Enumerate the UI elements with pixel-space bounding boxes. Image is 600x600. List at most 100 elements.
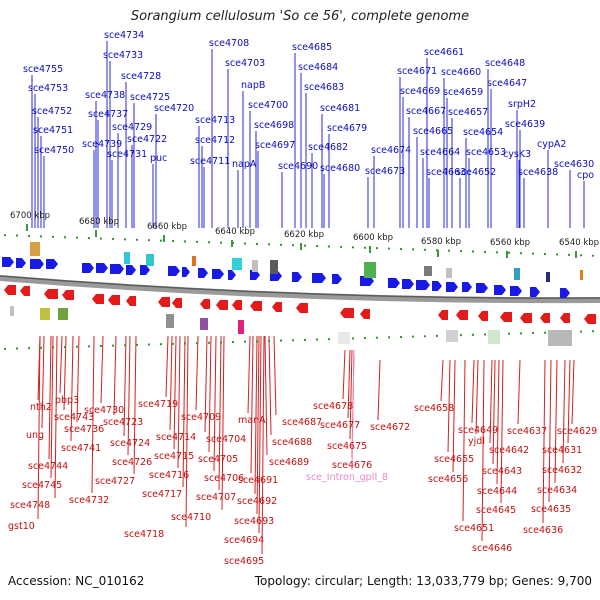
gene-label-bottom[interactable]: sce4637	[507, 426, 547, 437]
gene-label-bottom[interactable]: sce4678	[313, 401, 353, 412]
gene-label-bottom[interactable]: sce4704	[206, 434, 246, 445]
gene-label-top[interactable]: sce4739	[82, 139, 122, 150]
gene-label-bottom[interactable]: sce4649	[458, 425, 498, 436]
forward-gene-arrow[interactable]	[212, 269, 224, 279]
forward-gene-arrow[interactable]	[388, 278, 400, 288]
gene-label-top[interactable]: sce4734	[104, 30, 144, 41]
reverse-gene-arrow[interactable]	[126, 296, 136, 306]
gene-label-top[interactable]: srpH2	[508, 99, 536, 110]
gene-label-top[interactable]: sce4660	[441, 67, 481, 78]
gene-label-top[interactable]: sce4663	[426, 167, 466, 178]
reverse-gene-arrow[interactable]	[250, 301, 262, 311]
gene-label-bottom[interactable]: sce4709	[181, 412, 221, 423]
gene-label-top[interactable]: sce4664	[420, 147, 460, 158]
gene-label-bottom[interactable]: sce4744	[28, 461, 68, 472]
gene-label-top[interactable]: sce4725	[130, 92, 170, 103]
forward-gene-arrow[interactable]	[360, 276, 374, 286]
gene-label-bottom[interactable]: sce4705	[198, 454, 238, 465]
gene-label-top[interactable]: sce4731	[107, 149, 147, 160]
gene-label-bottom[interactable]: sce4745	[22, 480, 62, 491]
forward-gene-arrow[interactable]	[140, 265, 150, 275]
gene-label-bottom[interactable]: sce4646	[472, 543, 512, 554]
forward-gene-arrow[interactable]	[402, 279, 414, 289]
reverse-gene-arrow[interactable]	[232, 300, 242, 310]
gene-label-bottom[interactable]: sce4658	[414, 403, 454, 414]
feature-block[interactable]	[270, 260, 278, 274]
feature-block[interactable]	[146, 254, 154, 266]
forward-gene-arrow[interactable]	[228, 270, 236, 280]
gene-label-bottom[interactable]: sce4691	[238, 475, 278, 486]
gene-label-top[interactable]: sce4733	[103, 50, 143, 61]
reverse-gene-arrow[interactable]	[200, 299, 210, 309]
gene-label-top[interactable]: sce4654	[463, 127, 503, 138]
gene-label-top[interactable]: sce4690	[278, 161, 318, 172]
reverse-gene-arrow[interactable]	[520, 313, 532, 323]
gene-label-top[interactable]: sce4750	[34, 145, 74, 156]
gene-label-bottom[interactable]: nth2	[30, 402, 52, 413]
gene-label-top[interactable]: sce4755	[23, 64, 63, 75]
feature-block[interactable]	[30, 242, 40, 256]
gene-label-bottom[interactable]: sce4672	[370, 422, 410, 433]
gene-label-bottom[interactable]: sce4723	[103, 417, 143, 428]
feature-block[interactable]	[10, 306, 14, 316]
gene-label-bottom[interactable]: sce4656	[428, 474, 468, 485]
feature-block[interactable]	[58, 308, 68, 320]
gene-label-top[interactable]: sce4737	[88, 109, 128, 120]
forward-gene-arrow[interactable]	[530, 287, 540, 297]
gene-label-top[interactable]: sce4728	[121, 71, 161, 82]
gene-label-bottom[interactable]: sce4629	[557, 426, 597, 437]
gene-label-top[interactable]: sce4667	[406, 106, 446, 117]
gene-label-bottom[interactable]: sce4677	[320, 420, 360, 431]
gene-label-bottom[interactable]: sce4634	[537, 485, 577, 496]
gene-label-top[interactable]: sce4648	[485, 58, 525, 69]
reverse-gene-arrow[interactable]	[92, 294, 104, 304]
feature-block[interactable]	[548, 330, 572, 346]
gene-label-top[interactable]: sce4683	[304, 82, 344, 93]
feature-block[interactable]	[446, 330, 458, 342]
gene-label-bottom[interactable]: sce4716	[149, 470, 189, 481]
gene-label-bottom[interactable]: sce4688	[272, 437, 312, 448]
forward-gene-arrow[interactable]	[416, 280, 430, 290]
reverse-gene-arrow[interactable]	[158, 297, 170, 307]
gene-label-bottom[interactable]: sce4732	[69, 495, 109, 506]
gene-label-top[interactable]: napA	[232, 159, 257, 170]
gene-label-bottom[interactable]: sce4645	[476, 505, 516, 516]
gene-label-top[interactable]: sce4661	[424, 47, 464, 58]
gene-label-top[interactable]: sce4712	[195, 135, 235, 146]
gene-label-bottom[interactable]: sce4631	[542, 445, 582, 456]
feature-block[interactable]	[238, 320, 244, 334]
gene-label-bottom[interactable]: sce4741	[61, 443, 101, 454]
gene-label-top[interactable]: cpo	[577, 170, 594, 181]
gene-label-bottom[interactable]: sce4643	[482, 466, 522, 477]
forward-gene-arrow[interactable]	[494, 285, 506, 295]
reverse-gene-arrow[interactable]	[540, 313, 550, 323]
forward-gene-arrow[interactable]	[168, 266, 180, 276]
gene-label-top[interactable]: sce4630	[554, 159, 594, 170]
forward-gene-arrow[interactable]	[110, 264, 124, 274]
gene-label-top[interactable]: sce4669	[400, 86, 440, 97]
feature-block[interactable]	[200, 318, 208, 330]
feature-block[interactable]	[232, 258, 242, 270]
gene-label-top[interactable]: cypA2	[537, 139, 566, 150]
reverse-gene-arrow[interactable]	[456, 310, 468, 320]
reverse-gene-arrow[interactable]	[560, 313, 570, 323]
gene-label-bottom[interactable]: sce4636	[523, 525, 563, 536]
gene-label-bottom[interactable]: sce4642	[489, 445, 529, 456]
gene-label-bottom[interactable]: sce4748	[10, 500, 50, 511]
gene-label-top[interactable]: sce4697	[255, 140, 295, 151]
reverse-gene-arrow[interactable]	[20, 286, 30, 296]
forward-gene-arrow[interactable]	[126, 265, 136, 275]
reverse-gene-arrow[interactable]	[44, 289, 58, 299]
reverse-gene-arrow[interactable]	[438, 310, 448, 320]
feature-block[interactable]	[424, 266, 432, 276]
gene-label-top[interactable]: sce4680	[320, 163, 360, 174]
reverse-gene-arrow[interactable]	[360, 309, 370, 319]
gene-label-top[interactable]: sce4738	[85, 90, 125, 101]
gene-label-bottom[interactable]: sce4693	[234, 516, 274, 527]
gene-label-bottom[interactable]: sce4724	[110, 438, 150, 449]
gene-label-top[interactable]: sce4682	[308, 142, 348, 153]
gene-label-top[interactable]: sce4753	[28, 83, 68, 94]
gene-label-top[interactable]: sce4657	[448, 107, 488, 118]
gene-label-top[interactable]: sce4713	[195, 115, 235, 126]
gene-label-bottom[interactable]: sce4707	[196, 492, 236, 503]
